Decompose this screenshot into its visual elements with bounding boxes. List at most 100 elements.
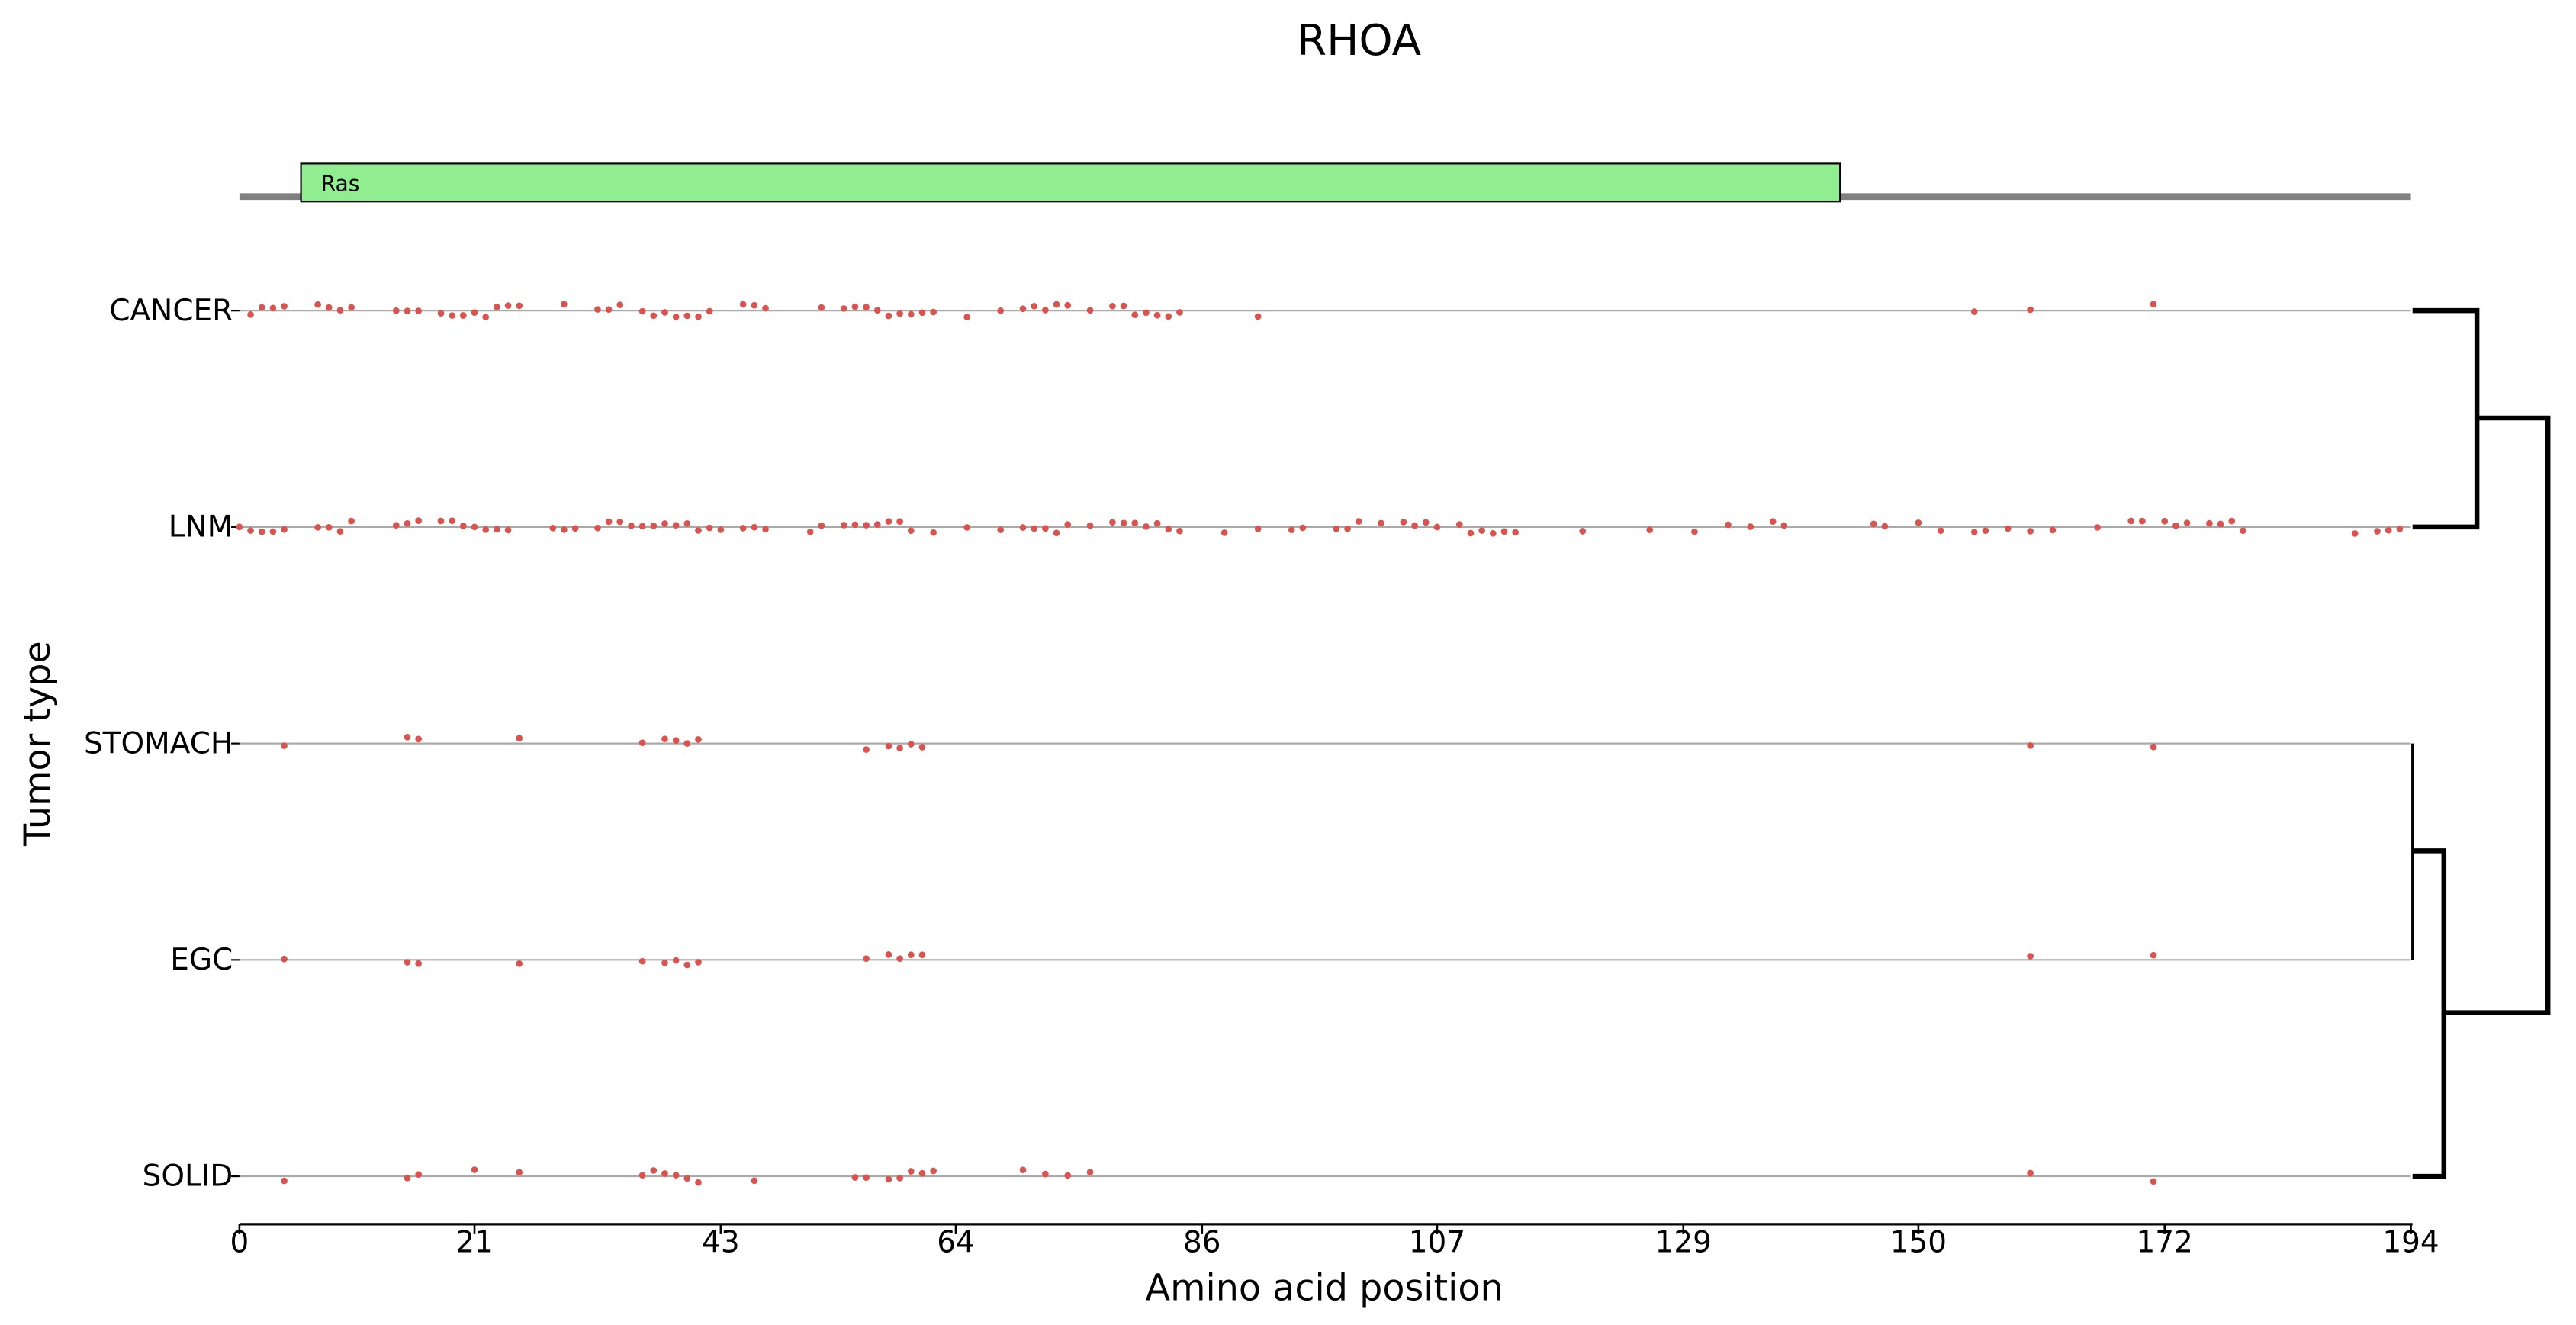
mutation-point — [918, 744, 926, 751]
mutation-point — [873, 307, 881, 314]
mutation-point — [930, 1167, 937, 1175]
mutation-point — [2240, 527, 2246, 535]
mutation-point — [437, 310, 445, 317]
mutation-point — [1019, 305, 1027, 313]
mutation-point — [751, 301, 758, 309]
mutation-point — [1109, 302, 1116, 310]
mutation-point — [885, 1175, 892, 1183]
mutation-point — [1478, 527, 1485, 534]
mutation-point — [818, 522, 825, 529]
mutation-point — [1042, 1170, 1049, 1178]
mutation-point — [896, 310, 903, 317]
mutation-point — [1747, 523, 1754, 530]
mutation-point — [516, 1169, 523, 1176]
mutation-point — [404, 519, 411, 527]
mutation-point — [1109, 519, 1116, 526]
mutation-point — [896, 955, 903, 962]
mutation-point — [896, 1175, 903, 1182]
mutation-point — [1176, 527, 1183, 535]
mutation-point — [1467, 529, 1475, 537]
mutation-point — [281, 955, 288, 963]
mutation-point — [1455, 521, 1463, 528]
mutation-point — [404, 959, 411, 966]
x-tick-label: 129 — [1655, 1225, 1712, 1259]
mutation-point — [1378, 519, 1384, 527]
mutation-point — [549, 524, 557, 532]
x-tick-label: 64 — [937, 1225, 975, 1259]
mutation-point — [1646, 526, 1654, 533]
mutation-point — [851, 521, 859, 529]
mutation-point — [650, 312, 658, 320]
mutation-point — [404, 307, 411, 314]
mutation-point — [471, 523, 478, 531]
mutation-point — [661, 309, 668, 316]
mutation-point — [2228, 517, 2236, 525]
mutation-point — [1220, 529, 1228, 536]
mutation-point — [1288, 526, 1295, 534]
mutation-point — [963, 314, 970, 320]
mutation-point — [918, 951, 926, 959]
mutation-point — [1165, 526, 1172, 533]
mutation-point — [907, 527, 915, 535]
mutation-point — [661, 735, 668, 743]
mutation-point — [2396, 526, 2404, 532]
mutation-point — [494, 304, 500, 310]
mutation-point — [269, 528, 277, 535]
mutation-point — [695, 735, 702, 743]
mutation-point — [997, 526, 1005, 533]
mutation-point — [873, 521, 881, 528]
mutation-point — [2150, 1178, 2157, 1185]
mutation-point — [762, 526, 769, 533]
mutation-point — [348, 304, 355, 311]
mutation-point — [840, 522, 847, 529]
mutation-point — [415, 307, 422, 314]
mutation-point — [818, 304, 825, 311]
mutation-point — [516, 302, 523, 310]
domain-label: Ras — [321, 172, 360, 197]
mutation-point — [1422, 519, 1430, 526]
mutation-point — [1299, 524, 1307, 532]
mutation-point — [325, 523, 333, 531]
mutation-point — [2027, 953, 2034, 960]
mutation-point — [1579, 528, 1587, 535]
mutation-point — [1153, 311, 1161, 319]
mutation-point — [683, 1175, 691, 1182]
mutation-point — [1870, 520, 1877, 528]
mutation-point — [1053, 301, 1060, 308]
mutation-point — [2094, 524, 2102, 531]
mutation-point — [460, 523, 467, 529]
mutation-point — [695, 959, 702, 966]
mutation-point — [460, 312, 467, 319]
mutation-point — [1937, 527, 1944, 534]
y-tick-label: SOLID — [143, 1159, 233, 1194]
mutation-point — [762, 304, 769, 312]
mutation-point — [1019, 1166, 1027, 1173]
mutation-point — [314, 524, 321, 531]
mutation-point — [594, 524, 601, 532]
mutation-point — [885, 951, 892, 958]
mutation-point — [1086, 1169, 1094, 1176]
mutation-point — [683, 519, 691, 527]
mutation-point — [2004, 525, 2012, 532]
mutation-point — [1982, 527, 1989, 535]
mutation-point — [348, 517, 355, 525]
mutation-point — [1143, 309, 1150, 317]
mutation-point — [269, 304, 277, 312]
mutation-point — [907, 1168, 915, 1175]
mutation-point — [851, 1174, 859, 1181]
mutation-point — [504, 526, 512, 534]
y-tick-label: LNM — [169, 510, 233, 545]
mutation-point — [863, 304, 870, 311]
mutation-point — [482, 526, 490, 533]
mutation-point — [638, 957, 646, 965]
mutation-point — [2206, 519, 2213, 527]
mutation-point — [1780, 522, 1788, 529]
mutation-point — [739, 525, 747, 532]
mutation-point — [930, 308, 937, 316]
mutation-point — [2374, 528, 2381, 535]
mutation-point — [1031, 525, 1038, 532]
mutation-point — [605, 306, 613, 314]
mutation-point — [963, 524, 970, 531]
mutation-point — [1042, 525, 1049, 532]
